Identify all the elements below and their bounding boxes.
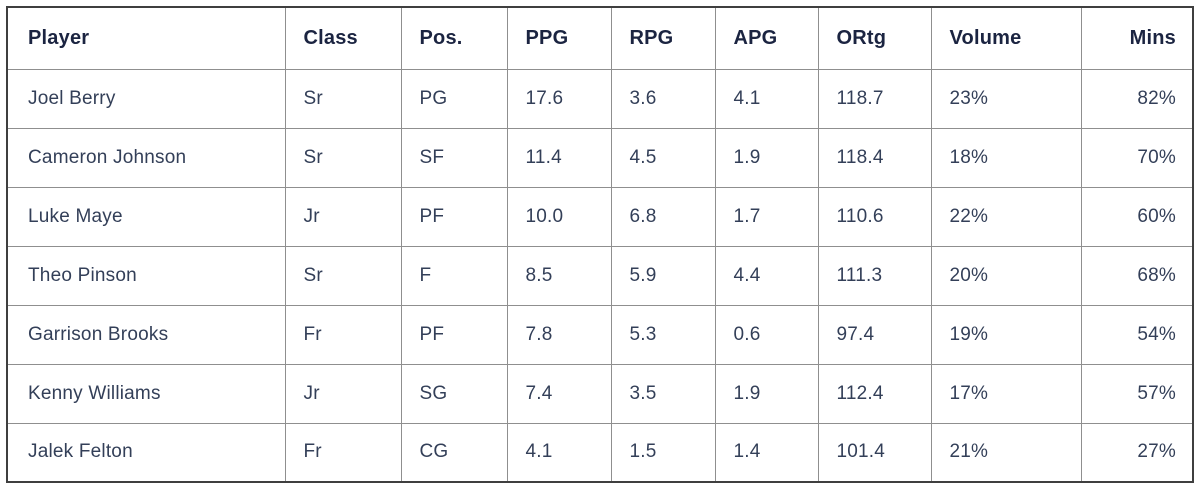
- cell-pos: SG: [400, 363, 508, 424]
- column-header-rpg: RPG: [610, 6, 716, 70]
- player-stats-table: Player Class Pos. PPG RPG APG ORtg Volume Mins J…: [6, 6, 1194, 483]
- cell-rpg: 5.3: [610, 304, 716, 365]
- cell-apg: 1.9: [714, 363, 819, 424]
- cell-ortg: 101.4: [817, 422, 932, 483]
- column-header-class: Class: [284, 6, 402, 70]
- table-row: Theo Pinson Sr F 8.5 5.9 4.4 111.3 20% 68%: [6, 245, 1194, 306]
- table-body: Joel Berry Sr PG 17.6 3.6 4.1 118.7 23% 82% Camer…: [6, 68, 1194, 483]
- cell-ppg: 7.8: [506, 304, 612, 365]
- cell-apg: 0.6: [714, 304, 819, 365]
- cell-volume: 19%: [930, 304, 1082, 365]
- cell-player: Kenny Williams: [6, 363, 286, 424]
- cell-ppg: 11.4: [506, 127, 612, 188]
- cell-apg: 1.9: [714, 127, 819, 188]
- cell-player: Cameron Johnson: [6, 127, 286, 188]
- cell-volume: 22%: [930, 186, 1082, 247]
- cell-ortg: 97.4: [817, 304, 932, 365]
- cell-pos: SF: [400, 127, 508, 188]
- cell-rpg: 5.9: [610, 245, 716, 306]
- cell-rpg: 6.8: [610, 186, 716, 247]
- cell-ortg: 110.6: [817, 186, 932, 247]
- cell-mins: 54%: [1080, 304, 1194, 365]
- cell-ortg: 118.7: [817, 68, 932, 129]
- table-row: Cameron Johnson Sr SF 11.4 4.5 1.9 118.4 18% 70%: [6, 127, 1194, 188]
- cell-mins: 70%: [1080, 127, 1194, 188]
- table-header: Player Class Pos. PPG RPG APG ORtg Volume Mins: [6, 6, 1194, 70]
- column-header-volume: Volume: [930, 6, 1082, 70]
- table-row: Garrison Brooks Fr PF 7.8 5.3 0.6 97.4 19% 54%: [6, 304, 1194, 365]
- cell-apg: 4.1: [714, 68, 819, 129]
- cell-pos: F: [400, 245, 508, 306]
- cell-class: Jr: [284, 186, 402, 247]
- cell-player: Joel Berry: [6, 68, 286, 129]
- cell-mins: 82%: [1080, 68, 1194, 129]
- cell-volume: 21%: [930, 422, 1082, 483]
- cell-class: Sr: [284, 68, 402, 129]
- cell-mins: 57%: [1080, 363, 1194, 424]
- cell-player: Jalek Felton: [6, 422, 286, 483]
- cell-mins: 60%: [1080, 186, 1194, 247]
- cell-rpg: 3.6: [610, 68, 716, 129]
- cell-rpg: 4.5: [610, 127, 716, 188]
- cell-player: Garrison Brooks: [6, 304, 286, 365]
- cell-ortg: 118.4: [817, 127, 932, 188]
- cell-class: Fr: [284, 422, 402, 483]
- cell-volume: 20%: [930, 245, 1082, 306]
- table-row: Joel Berry Sr PG 17.6 3.6 4.1 118.7 23% 82%: [6, 68, 1194, 129]
- cell-mins: 27%: [1080, 422, 1194, 483]
- header-row: Player Class Pos. PPG RPG APG ORtg Volume Mins: [6, 6, 1194, 70]
- cell-class: Jr: [284, 363, 402, 424]
- column-header-apg: APG: [714, 6, 819, 70]
- cell-pos: PF: [400, 304, 508, 365]
- cell-player: Theo Pinson: [6, 245, 286, 306]
- cell-class: Sr: [284, 245, 402, 306]
- cell-apg: 1.4: [714, 422, 819, 483]
- cell-pos: CG: [400, 422, 508, 483]
- table-row: Kenny Williams Jr SG 7.4 3.5 1.9 112.4 17% 57%: [6, 363, 1194, 424]
- table-row: Jalek Felton Fr CG 4.1 1.5 1.4 101.4 21% 27%: [6, 422, 1194, 483]
- table-row: Luke Maye Jr PF 10.0 6.8 1.7 110.6 22% 60%: [6, 186, 1194, 247]
- cell-volume: 23%: [930, 68, 1082, 129]
- column-header-mins: Mins: [1080, 6, 1194, 70]
- cell-class: Sr: [284, 127, 402, 188]
- cell-volume: 18%: [930, 127, 1082, 188]
- column-header-pos: Pos.: [400, 6, 508, 70]
- cell-mins: 68%: [1080, 245, 1194, 306]
- column-header-player: Player: [6, 6, 286, 70]
- column-header-ortg: ORtg: [817, 6, 932, 70]
- cell-class: Fr: [284, 304, 402, 365]
- cell-volume: 17%: [930, 363, 1082, 424]
- cell-ortg: 112.4: [817, 363, 932, 424]
- cell-ppg: 7.4: [506, 363, 612, 424]
- cell-apg: 4.4: [714, 245, 819, 306]
- cell-pos: PG: [400, 68, 508, 129]
- cell-ppg: 10.0: [506, 186, 612, 247]
- cell-ppg: 4.1: [506, 422, 612, 483]
- cell-rpg: 3.5: [610, 363, 716, 424]
- cell-player: Luke Maye: [6, 186, 286, 247]
- column-header-ppg: PPG: [506, 6, 612, 70]
- cell-apg: 1.7: [714, 186, 819, 247]
- cell-ppg: 17.6: [506, 68, 612, 129]
- cell-pos: PF: [400, 186, 508, 247]
- cell-ortg: 111.3: [817, 245, 932, 306]
- cell-ppg: 8.5: [506, 245, 612, 306]
- cell-rpg: 1.5: [610, 422, 716, 483]
